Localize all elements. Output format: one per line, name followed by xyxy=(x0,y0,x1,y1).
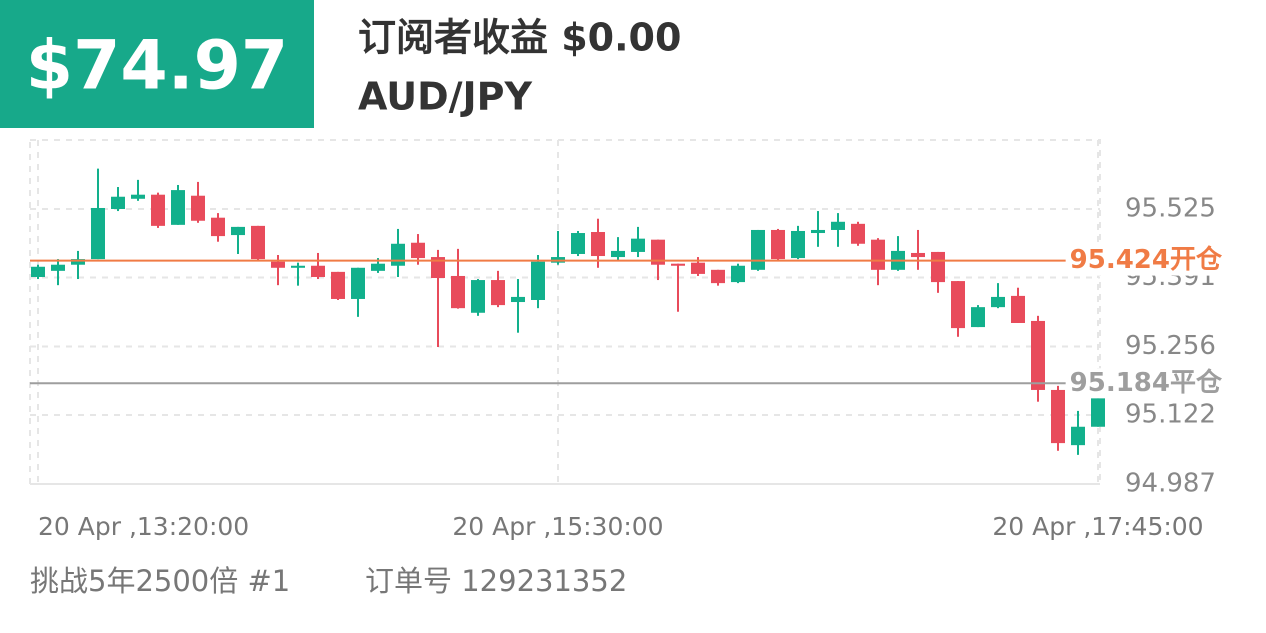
candle-body xyxy=(471,280,485,313)
candle-body xyxy=(971,307,985,328)
candle-body xyxy=(71,259,85,265)
candle-body xyxy=(771,229,785,260)
candle-body xyxy=(931,251,945,283)
y-tick-label: 94.987 xyxy=(1125,469,1216,499)
x-tick-label: 20 Apr ,13:20:00 xyxy=(38,512,249,541)
candle-body xyxy=(691,262,705,274)
candle-body xyxy=(151,194,165,226)
candle-body xyxy=(871,239,885,270)
candle-body xyxy=(791,230,805,259)
candle-body xyxy=(831,221,845,230)
candle-body xyxy=(231,226,245,236)
candle-body xyxy=(251,225,265,260)
candle-body xyxy=(91,207,105,260)
y-tick-label: 95.256 xyxy=(1125,331,1216,361)
candle-body xyxy=(31,266,45,277)
price-label: 95.184平仓 xyxy=(1070,367,1223,398)
candle-body xyxy=(431,257,445,279)
price-label-bg xyxy=(1065,245,1226,276)
candle-body xyxy=(1011,295,1025,323)
candle-body xyxy=(211,217,225,237)
plot-frame xyxy=(29,139,1101,485)
candle-body xyxy=(1091,398,1105,427)
candle-body xyxy=(811,229,825,234)
candle-body xyxy=(1071,426,1085,446)
y-tick-label: 95.122 xyxy=(1125,399,1216,429)
candle-body xyxy=(591,232,605,257)
price-label: 95.424开仓 xyxy=(1070,244,1223,275)
candle-body xyxy=(651,239,665,265)
footer-order: 订单号 129231352 xyxy=(365,564,627,598)
candle-body xyxy=(1031,320,1045,390)
candle-body xyxy=(851,223,865,244)
candle-body xyxy=(271,261,285,268)
candle-body xyxy=(611,250,625,258)
candle-body xyxy=(51,264,65,271)
candle-body xyxy=(571,233,585,254)
candle-body xyxy=(311,265,325,277)
candle-body xyxy=(351,267,365,299)
price-label-bg xyxy=(1065,368,1226,399)
x-tick-label: 20 Apr ,15:30:00 xyxy=(452,512,663,541)
candle-body xyxy=(1051,389,1065,444)
candle-body xyxy=(191,195,205,221)
subtitle: 订阅者收益 $0.00 xyxy=(358,16,681,60)
candle-body xyxy=(331,271,345,299)
candle-body xyxy=(631,238,645,252)
candle-body xyxy=(951,281,965,329)
profit: $74.97 xyxy=(26,27,288,106)
candle-body xyxy=(511,296,525,303)
footer-challenge: 挑战5年2500倍 #1 xyxy=(30,564,290,598)
profit-box xyxy=(0,0,314,128)
candle-body xyxy=(371,263,385,271)
candle-body xyxy=(751,229,765,270)
candle-body xyxy=(291,265,305,268)
candle-body xyxy=(131,194,145,199)
candle-body xyxy=(171,190,185,225)
candle-body xyxy=(491,280,505,306)
candle-body xyxy=(411,242,425,259)
candle-body xyxy=(731,265,745,283)
x-tick-label: 20 Apr ,17:45:00 xyxy=(992,512,1203,541)
symbol: AUD/JPY xyxy=(358,75,533,119)
candle-body xyxy=(911,252,925,258)
candle-body xyxy=(111,196,125,210)
candle-body xyxy=(531,261,545,300)
candle-body xyxy=(711,269,725,284)
candle-body xyxy=(451,275,465,309)
y-tick-label: 95.525 xyxy=(1125,194,1216,224)
candle-body xyxy=(991,296,1005,308)
candle-body xyxy=(391,243,405,266)
candle-body xyxy=(671,263,685,266)
